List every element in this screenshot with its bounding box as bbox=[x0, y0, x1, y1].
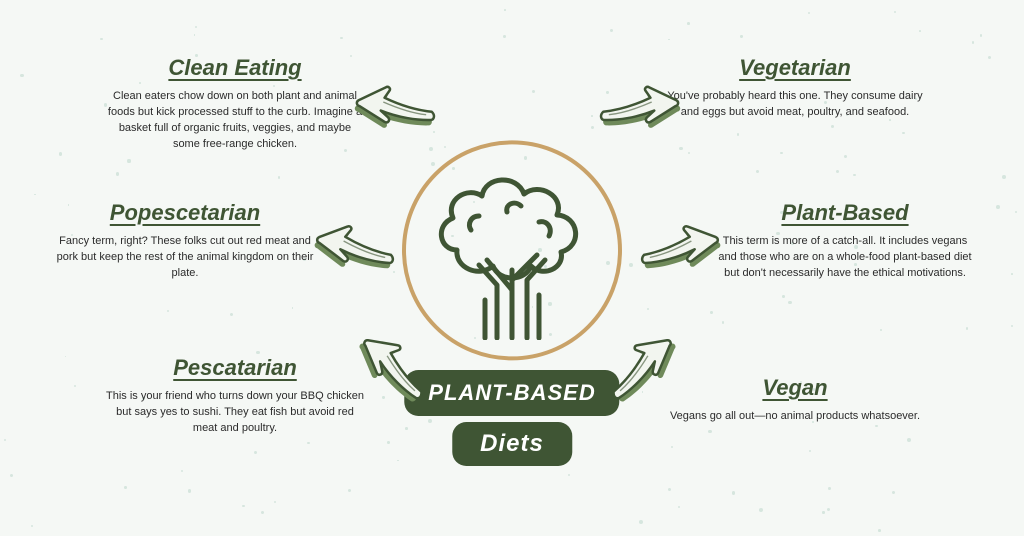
node-heading-plant-based: Plant-Based bbox=[715, 200, 975, 226]
node-body-vegan: Vegans go all out—no animal products wha… bbox=[665, 409, 925, 425]
title-line1: PLANT-BASED bbox=[404, 370, 619, 416]
title-line2: Diets bbox=[452, 422, 572, 466]
node-body-plant-based: This term is more of a catch-all. It inc… bbox=[715, 234, 975, 282]
node-pescatarian: Pescatarian This is your friend who turns… bbox=[105, 355, 365, 437]
node-vegan: Vegan Vegans go all out—no animal product… bbox=[665, 375, 925, 425]
node-body-vegetarian: You've probably heard this one. They con… bbox=[665, 89, 925, 121]
node-heading-vegetarian: Vegetarian bbox=[665, 55, 925, 81]
node-heading-vegan: Vegan bbox=[665, 375, 925, 401]
node-body-pescatarian: This is your friend who turns down your … bbox=[105, 389, 365, 437]
node-heading-clean-eating: Clean Eating bbox=[105, 55, 365, 81]
node-clean-eating: Clean Eating Clean eaters chow down on bo… bbox=[105, 55, 365, 153]
arrow-plant-based bbox=[635, 210, 725, 285]
node-vegetarian: Vegetarian You've probably heard this one… bbox=[665, 55, 925, 121]
node-plant-based: Plant-Based This term is more of a catch-… bbox=[715, 200, 975, 282]
arrow-popescetarian bbox=[310, 210, 400, 285]
node-popescetarian: Popescetarian Fancy term, right? These fo… bbox=[55, 200, 315, 282]
title-block: PLANT-BASED Diets bbox=[404, 370, 619, 466]
broccoli-icon bbox=[427, 160, 597, 340]
node-heading-popescetarian: Popescetarian bbox=[55, 200, 315, 226]
node-heading-pescatarian: Pescatarian bbox=[105, 355, 365, 381]
node-body-clean-eating: Clean eaters chow down on both plant and… bbox=[105, 89, 365, 153]
node-body-popescetarian: Fancy term, right? These folks cut out r… bbox=[55, 234, 315, 282]
